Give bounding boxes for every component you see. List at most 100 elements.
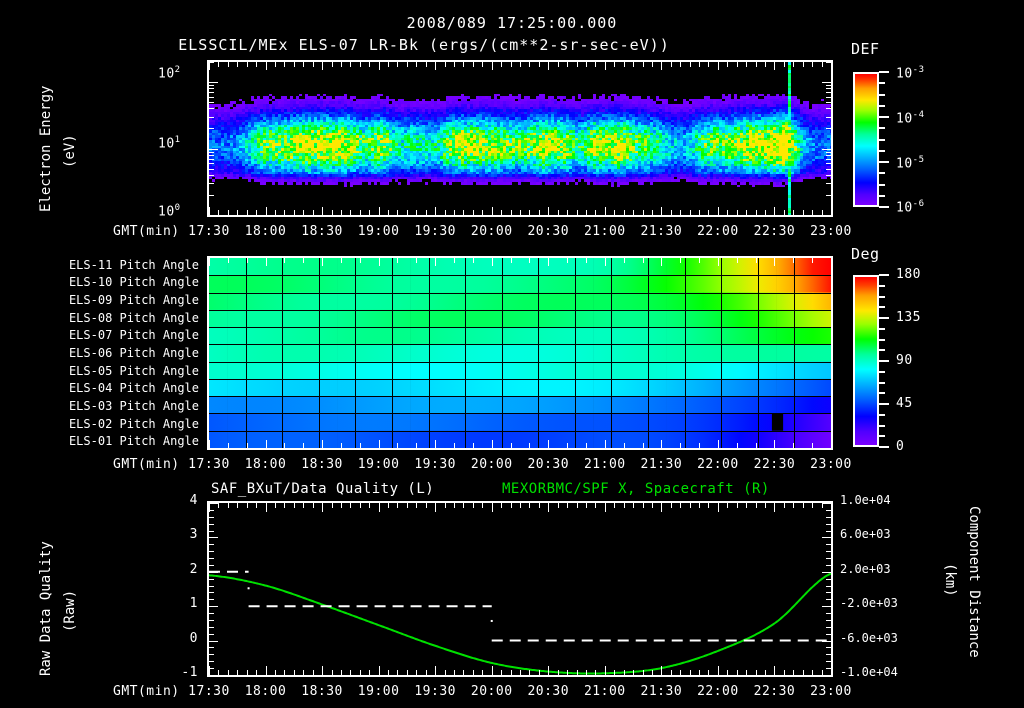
colorbar-tick xyxy=(879,127,885,130)
bottom-ytick-right-label: 1.0e+04 xyxy=(840,493,891,507)
def-tick-exponent: -4 xyxy=(912,110,925,120)
pitch-angle-row-labels: ELS-11 Pitch Angle ELS-10 Pitch Angle ELS-… xyxy=(0,256,203,450)
bottom-ylabel-right: Component Distance xyxy=(966,506,982,658)
bottom-ytick-left-labels: 4 3 2 1 0 -1 xyxy=(150,493,202,685)
colorbar-tick xyxy=(879,93,885,96)
pitch-angle-row-label: ELS-09 Pitch Angle xyxy=(68,293,199,308)
bottom-ytick-left-label: 2 xyxy=(189,561,198,577)
deg-colorbar-labels: 180 135 90 45 0 xyxy=(896,260,1016,460)
pitch-angle-row-label: ELS-04 Pitch Angle xyxy=(68,381,199,396)
xtick-label: 21:00 xyxy=(583,224,626,239)
xtick-label: 19:30 xyxy=(414,457,456,472)
bottom-ytick-left-label: -1 xyxy=(181,665,198,680)
timestamp-label: 2008/089 17:25:00.000 xyxy=(406,14,618,32)
page-subtitle: ELSSCIL/MEx ELS-07 LR-Bk (ergs/(cm**2-sr… xyxy=(0,36,848,54)
def-colorbar-ticks xyxy=(879,71,891,208)
xtick-label: 22:00 xyxy=(697,684,739,699)
bottom-ytick-right-labels: 1.0e+04 6.0e+03 2.0e+03 -2.0e+03 -6.0e+03 -1.… xyxy=(840,493,950,685)
deg-colorbar-title-text: Deg xyxy=(851,245,880,263)
bottom-ytick-right-label: 6.0e+03 xyxy=(840,527,891,542)
colorbar-tick xyxy=(879,435,885,438)
def-tick-mantissa: 10 xyxy=(896,156,913,172)
deg-colorbar-tick-label: 45 xyxy=(896,396,913,411)
colorbar-tick xyxy=(879,392,885,395)
spectrogram-xaxis-label: GMT(min) xyxy=(113,224,180,239)
colorbar-tick xyxy=(879,381,885,384)
colorbar-tick xyxy=(879,71,889,73)
deg-colorbar-tick-label: 90 xyxy=(896,353,913,368)
xtick-label: 23:00 xyxy=(810,224,852,239)
xtick-label: 18:30 xyxy=(301,224,343,239)
xtick-label: 21:30 xyxy=(640,457,683,472)
spectrogram-xtick-labels: 17:30 18:00 18:30 19:00 19:30 20:00 20:30 21:00… xyxy=(0,224,1024,240)
data-quality-canvas xyxy=(209,503,831,675)
bottom-ytick-left-label: 1 xyxy=(189,596,198,612)
bottom-ytick-right-label: 2.0e+03 xyxy=(840,561,891,576)
xtick-label: 19:30 xyxy=(414,684,456,699)
spectrogram-ytick-1e1: 101 xyxy=(158,135,181,151)
colorbar-tick xyxy=(879,370,885,373)
colorbar-tick xyxy=(879,161,889,163)
xtick-label: 22:30 xyxy=(753,224,796,239)
colorbar-tick xyxy=(879,360,889,362)
colorbar-tick xyxy=(879,172,885,175)
data-quality-panel[interactable] xyxy=(207,501,833,677)
pitch-angle-row-label: ELS-01 Pitch Angle xyxy=(68,434,199,449)
bottom-ytick-left-label: 0 xyxy=(189,630,198,646)
def-tick-mantissa: 10 xyxy=(896,200,913,216)
xtick-label: 21:00 xyxy=(583,457,626,472)
pitch-angle-row-label: ELS-11 Pitch Angle xyxy=(68,257,199,272)
spectrogram-ylabel: Electron Energy xyxy=(38,86,54,212)
colorbar-tick xyxy=(879,424,885,427)
colorbar-tick xyxy=(879,317,889,319)
def-tick-mantissa: 10 xyxy=(896,66,913,82)
pitch-angle-row-label: ELS-06 Pitch Angle xyxy=(68,346,199,360)
xtick-label: 23:00 xyxy=(810,457,852,472)
deg-colorbar-title: Deg xyxy=(851,245,880,263)
spectrogram-canvas xyxy=(209,62,831,215)
bottom-title-left: SAF_BXuT/Data Quality (L) xyxy=(211,481,434,497)
xtick-label: 21:00 xyxy=(583,684,626,699)
pitch-angle-panel[interactable] xyxy=(207,256,833,450)
bottom-ytick-right-label: -6.0e+03 xyxy=(840,630,898,645)
bottom-title-right: MEXORBMC/SPF X, Spacecraft (R) xyxy=(502,481,770,497)
bottom-title-right-text: MEXORBMC/SPF X, Spacecraft (R) xyxy=(502,481,770,497)
pitch-angle-row-label: ELS-05 Pitch Angle xyxy=(68,363,199,378)
colorbar-tick xyxy=(879,183,885,186)
ytick-exponent: 0 xyxy=(174,203,181,213)
def-colorbar[interactable] xyxy=(853,72,879,207)
xtick-label: 21:30 xyxy=(640,684,683,699)
spectrogram-ylabel-units: (eV) xyxy=(62,134,78,168)
xtick-label: 22:00 xyxy=(697,224,739,239)
page-title: 2008/089 17:25:00.000 xyxy=(0,14,1024,32)
colorbar-tick xyxy=(879,413,885,416)
pitch-angle-xtick-labels: 17:30 18:00 18:30 19:00 19:30 20:00 20:30 21:00… xyxy=(0,457,1024,473)
colorbar-tick xyxy=(879,138,885,141)
xtick-label: 18:00 xyxy=(244,457,287,472)
colorbar-tick xyxy=(879,306,885,309)
pitch-angle-row-label: ELS-03 Pitch Angle xyxy=(68,398,199,413)
def-tick-exponent: -6 xyxy=(912,199,925,209)
xtick-label: 20:00 xyxy=(470,684,513,699)
spectrogram-panel[interactable] xyxy=(207,60,833,217)
def-tick-1e-3: 10-3 xyxy=(896,65,925,81)
colorbar-tick xyxy=(879,446,889,448)
def-tick-exponent: -5 xyxy=(912,155,925,165)
xtick-label: 19:00 xyxy=(357,684,400,699)
deg-colorbar[interactable] xyxy=(853,275,879,447)
bottom-xaxis-label: GMT(min) xyxy=(113,684,180,699)
colorbar-tick xyxy=(879,194,885,197)
colorbar-tick xyxy=(879,206,889,208)
bottom-ytick-left-label: 3 xyxy=(189,527,198,543)
xtick-label: 20:30 xyxy=(527,684,570,699)
xtick-label: 22:30 xyxy=(753,684,796,699)
deg-colorbar-tick-label: 135 xyxy=(896,310,921,325)
bottom-ytick-right-label: -2.0e+03 xyxy=(840,596,898,611)
pitch-angle-xaxis-label: GMT(min) xyxy=(113,457,180,472)
xtick-label: 19:00 xyxy=(357,224,400,239)
xtick-label: 17:30 xyxy=(188,457,230,472)
subtitle-label: ELSSCIL/MEx ELS-07 LR-Bk (ergs/(cm**2-sr… xyxy=(178,36,670,54)
spectrogram-ytick-1e2: 102 xyxy=(158,65,181,81)
pitch-angle-row-label: ELS-10 Pitch Angle xyxy=(68,275,199,290)
ytick-mantissa: 10 xyxy=(158,204,175,220)
